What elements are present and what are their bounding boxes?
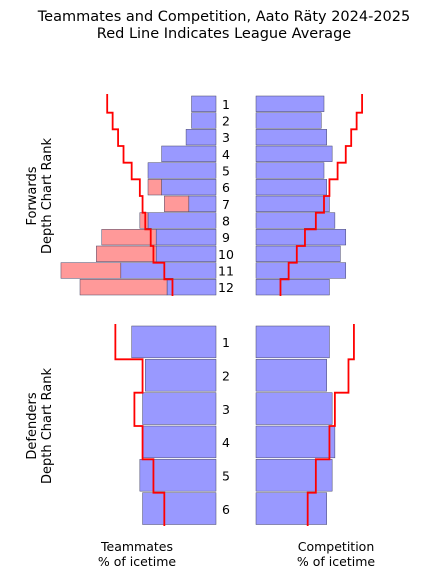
forwards-competition-bar-2 bbox=[255, 112, 322, 129]
defenders-teammates-bar-6 bbox=[142, 492, 217, 525]
defenders-teammates-bar-2 bbox=[145, 359, 217, 392]
forwards-competition-bar-12 bbox=[255, 279, 330, 296]
defenders-teammates-bar-3 bbox=[142, 392, 217, 425]
forwards-competition-bar-10 bbox=[255, 245, 341, 262]
forwards-teammates-bar-7 bbox=[188, 195, 217, 212]
chart-title: Teammates and Competition, Aato Räty 202… bbox=[37, 9, 410, 25]
forwards-teammates-average-line bbox=[106, 94, 174, 296]
forwards-teammates-extra-bar-12 bbox=[79, 279, 168, 296]
defenders-competition-bar-3 bbox=[255, 392, 333, 425]
forwards-rank-label-11: 11 bbox=[218, 264, 234, 279]
defenders-rank-label-3: 3 bbox=[222, 402, 230, 417]
defenders-rank-label-2: 2 bbox=[222, 369, 230, 384]
forwards-competition-bar-8 bbox=[255, 212, 336, 229]
forwards-teammates-bar-5 bbox=[147, 162, 217, 179]
forwards-rank-label-4: 4 bbox=[222, 147, 230, 162]
forwards-teammates-bar-4 bbox=[161, 145, 217, 162]
forwards-teammates-extra-bar-7 bbox=[164, 195, 190, 212]
forwards-rank-label-9: 9 bbox=[222, 230, 230, 245]
forwards-competition-bar-7 bbox=[255, 195, 330, 212]
forwards-competition-bar-5 bbox=[255, 162, 325, 179]
defenders-rank-label-5: 5 bbox=[222, 469, 230, 484]
forwards-competition-bar-3 bbox=[255, 129, 327, 146]
forwards-teammates-extra-bar-8 bbox=[139, 212, 149, 229]
forwards-teammates-bar-1 bbox=[191, 95, 217, 112]
forwards-teammates-bar-6 bbox=[161, 179, 217, 196]
defenders-teammates-bar-5 bbox=[139, 459, 217, 492]
forwards-teammates-extra-bar-6 bbox=[147, 179, 162, 196]
forwards-rank-label-12: 12 bbox=[218, 280, 234, 295]
forwards-axis-label: ForwardsDepth Chart Rank bbox=[25, 138, 55, 255]
forwards-rank-label-6: 6 bbox=[222, 180, 230, 195]
defenders-teammates-bar-1 bbox=[131, 325, 217, 359]
forwards-competition-average-line bbox=[279, 94, 363, 296]
defenders-competition-average-line bbox=[306, 324, 355, 526]
forwards-competition-bar-4 bbox=[255, 145, 333, 162]
chart-subtitle: Red Line Indicates League Average bbox=[97, 26, 351, 42]
forwards-rank-label-3: 3 bbox=[222, 130, 230, 145]
teammates-axis-label: Teammates% of icetime bbox=[98, 539, 176, 569]
defenders-competition-bar-2 bbox=[255, 359, 327, 392]
forwards-teammates-extra-bar-11 bbox=[60, 262, 122, 279]
forwards-rank-label-8: 8 bbox=[222, 214, 230, 229]
forwards-rank-label-10: 10 bbox=[218, 247, 234, 262]
forwards-competition-bar-6 bbox=[255, 179, 327, 196]
competition-axis-label: Competition% of icetime bbox=[297, 539, 375, 569]
forwards-teammates-bar-11 bbox=[120, 262, 217, 279]
defenders-rank-label-4: 4 bbox=[222, 435, 230, 450]
forwards-teammates-bar-12 bbox=[166, 279, 217, 296]
forwards-teammates-extra-bar-9 bbox=[101, 229, 157, 246]
forwards-teammates-bar-3 bbox=[185, 129, 217, 146]
forwards-teammates-bar-9 bbox=[155, 229, 217, 246]
defenders-rank-label-6: 6 bbox=[222, 502, 230, 517]
forwards-competition-bar-9 bbox=[255, 229, 347, 246]
forwards-competition-bar-11 bbox=[255, 262, 347, 279]
defenders-competition-bar-6 bbox=[255, 492, 327, 525]
defenders-teammates-average-line bbox=[114, 324, 166, 526]
defenders-rank-label-1: 1 bbox=[222, 335, 230, 350]
forwards-rank-label-1: 1 bbox=[222, 97, 230, 112]
defenders-competition-bar-4 bbox=[255, 425, 336, 459]
defenders-axis-label: DefendersDepth Chart Rank bbox=[25, 368, 55, 485]
forwards-competition-bar-1 bbox=[255, 95, 325, 112]
forwards-rank-label-7: 7 bbox=[222, 197, 230, 212]
forwards-rank-label-2: 2 bbox=[222, 114, 230, 129]
defenders-competition-bar-5 bbox=[255, 459, 333, 492]
forwards-teammates-extra-bar-10 bbox=[96, 245, 157, 262]
forwards-teammates-bar-8 bbox=[147, 212, 217, 229]
forwards-teammates-bar-10 bbox=[155, 245, 217, 262]
forwards-teammates-bar-2 bbox=[191, 112, 217, 129]
defenders-teammates-bar-4 bbox=[142, 425, 217, 459]
forwards-rank-label-5: 5 bbox=[222, 164, 230, 179]
defenders-competition-bar-1 bbox=[255, 325, 330, 359]
